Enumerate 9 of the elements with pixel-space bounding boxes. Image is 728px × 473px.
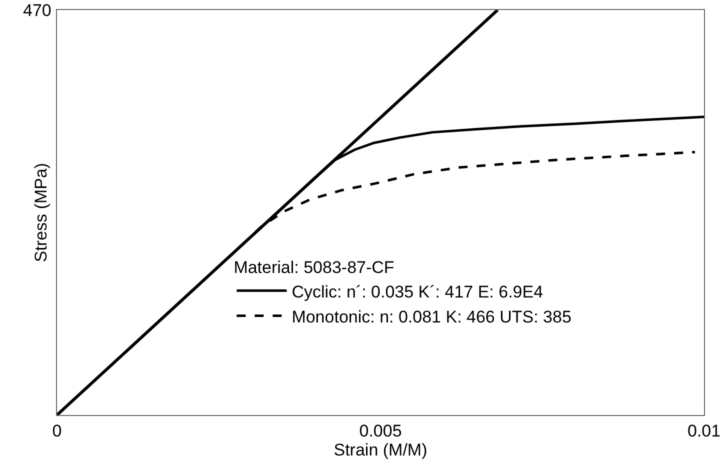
y-axis-title: Stress (MPa) <box>32 162 51 262</box>
x-tick-label: 0 <box>52 421 62 440</box>
x-tick-label: 0.01 <box>687 421 721 440</box>
legend-title: Material: 5083-87-CF <box>234 258 394 278</box>
text: 470 <box>23 1 52 20</box>
x-tick-label: 0.005 <box>359 421 402 440</box>
legend-label: Cyclic: n´: 0.035 K´: 417 E: 6.9E4 <box>292 282 544 302</box>
legend-label: Monotonic: n: 0.081 K: 466 UTS: 385 <box>292 307 572 326</box>
x-axis-title: Strain (M/M) <box>334 440 428 460</box>
